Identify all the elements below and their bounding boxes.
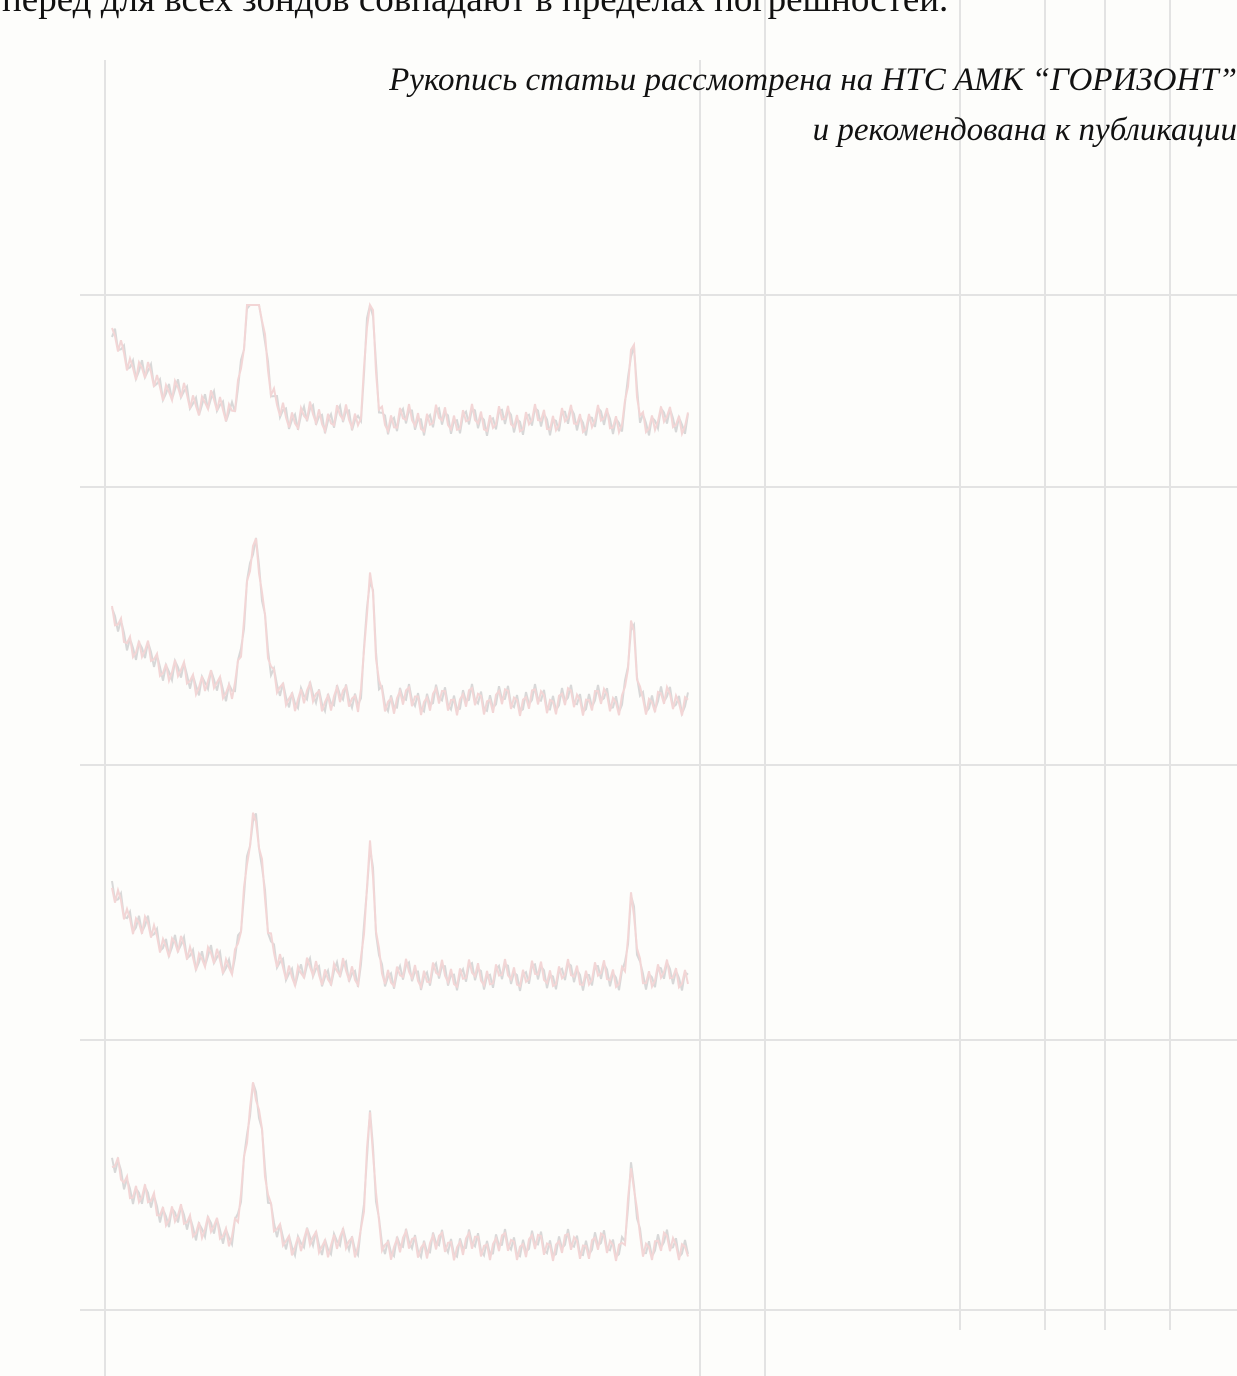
ghost-curve	[112, 1082, 688, 1261]
ghost-curve	[112, 813, 688, 988]
bleed-through	[0, 0, 1237, 1376]
ghost-curve	[112, 1083, 688, 1258]
ghost-curve	[112, 538, 688, 716]
note-line: и рекомендована к публикации	[813, 112, 1237, 149]
ghost-curve	[112, 305, 688, 436]
ghost-curves	[112, 305, 688, 1261]
body-text: перед для всех зондов совпадают в предел…	[2, 0, 948, 21]
page: перед для всех зондов совпадают в предел…	[0, 0, 1237, 1376]
ghost-grid	[80, 0, 1237, 1376]
note-line: Рукопись статьи рассмотрена на НТС АМК “…	[389, 62, 1237, 99]
ghost-curve	[112, 813, 688, 991]
